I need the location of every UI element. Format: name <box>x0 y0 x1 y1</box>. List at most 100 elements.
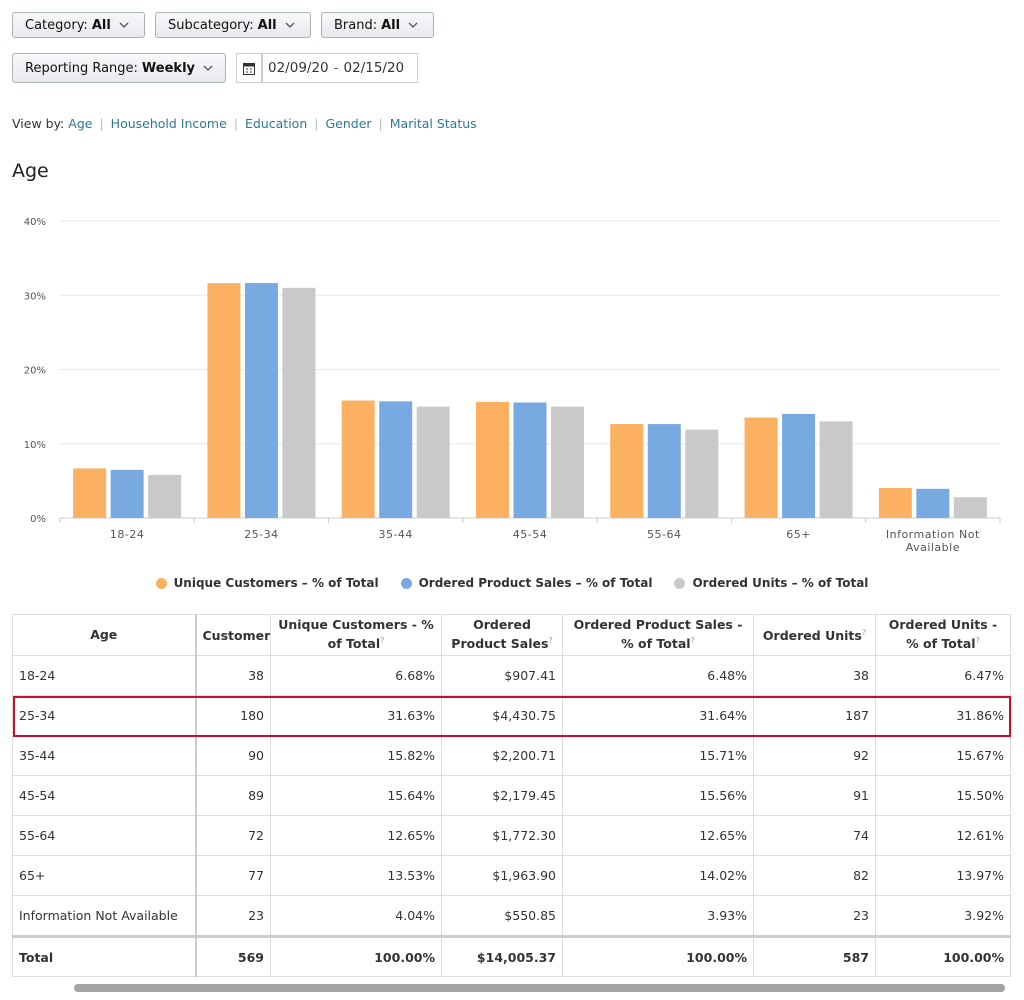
table-cell: 23 <box>753 895 876 937</box>
column-header: Ordered Units? <box>753 614 876 656</box>
total-cell: Total <box>12 935 197 977</box>
x-tick-label: 25-34 <box>244 528 279 541</box>
table-row: 35-44 90 15.82% $2,200.71 15.71% 92 15.67% <box>12 735 1011 776</box>
total-cell: 100.00% <box>562 935 754 977</box>
chevron-line <box>285 22 295 28</box>
view-by-link[interactable]: Household Income <box>110 116 227 131</box>
table-cell: 187 <box>753 695 876 736</box>
legend-swatch <box>674 577 686 589</box>
table-cell: 72 <box>195 815 271 856</box>
table-cell: 15.56% <box>562 775 754 816</box>
table-cell: $907.41 <box>441 655 563 696</box>
view-by: View by: Age | Household Income | Education |… <box>12 116 477 131</box>
table-cell: 31.86% <box>875 695 1011 736</box>
table-cell: 77 <box>195 855 271 896</box>
filter-dropdown[interactable]: Category: All <box>12 12 145 38</box>
bar <box>282 287 316 518</box>
total-row: Total 569 100.00% $14,005.37 100.00% 587 100.0… <box>12 935 1011 977</box>
y-tick-label: 0% <box>30 514 46 525</box>
legend-label: Ordered Product Sales – % of Total <box>418 576 653 590</box>
legend-label: Unique Customers – % of Total <box>173 576 379 590</box>
date-start: 02/09/20 <box>268 60 329 76</box>
header-text: Customers <box>202 628 271 644</box>
total-cell: $14,005.37 <box>441 935 563 977</box>
table-cell: 6.47% <box>875 655 1011 696</box>
help-icon: ? <box>380 636 385 646</box>
column-header: Customers? <box>195 614 271 656</box>
table-cell: 15.64% <box>270 775 442 816</box>
y-tick-label: 30% <box>24 291 46 302</box>
filter-dropdown[interactable]: Subcategory: All <box>155 12 311 38</box>
total-cell: 569 <box>195 935 271 977</box>
table-cell: 6.48% <box>562 655 754 696</box>
x-tick-label: 65+ <box>786 528 811 541</box>
date-separator: - <box>333 60 339 76</box>
bar <box>513 402 547 518</box>
bar <box>744 417 778 518</box>
bar <box>819 421 853 518</box>
scrollbar[interactable] <box>74 984 1005 992</box>
header-text: Ordered Product Sales <box>451 617 549 652</box>
table-row: Information Not Available 23 4.04% $550.85 3… <box>12 895 1011 937</box>
table-cell: 12.65% <box>270 815 442 856</box>
bar <box>207 283 241 518</box>
table-row: 55-64 72 12.65% $1,772.30 12.65% 74 12.61% <box>12 815 1011 856</box>
chart: 0% 10% 20% 30% 40% <box>24 217 1001 525</box>
legend-swatch <box>155 577 167 589</box>
chevron <box>203 65 213 71</box>
table-cell: 14.02% <box>562 855 754 896</box>
bar <box>110 469 144 518</box>
header-text: Unique Customers - % of Total <box>278 617 434 652</box>
chevron <box>285 22 295 28</box>
table-cell: 92 <box>753 735 876 776</box>
table-cell: 12.61% <box>875 815 1011 856</box>
header-text: Age <box>90 627 118 642</box>
bar <box>148 474 182 518</box>
bar <box>610 424 644 518</box>
dropdown-label: Subcategory: <box>168 17 254 33</box>
table-row: 65+ 77 13.53% $1,963.90 14.02% 82 13.97% <box>12 855 1011 896</box>
table-cell: 12.65% <box>562 815 754 856</box>
y-tick-label: 40% <box>24 217 46 228</box>
column-header: Ordered Product Sales? <box>441 614 563 656</box>
bar <box>647 424 681 518</box>
reporting-range-dropdown[interactable]: Reporting Range: Weekly <box>12 53 227 83</box>
dropdown-value: All <box>257 17 277 33</box>
column-header: Ordered Product Sales - % of Total? <box>562 614 754 656</box>
table-cell: $4,430.75 <box>441 695 563 736</box>
table-cell: 3.93% <box>562 895 754 937</box>
separator: | <box>233 116 239 131</box>
separator: | <box>378 116 383 131</box>
table-cell: 90 <box>195 735 271 776</box>
view-by-link[interactable]: Gender <box>325 116 372 131</box>
dropdown-value: All <box>91 17 111 33</box>
table-cell: 13.97% <box>875 855 1011 896</box>
view-by-link[interactable]: Education <box>245 116 308 131</box>
calendar-button[interactable] <box>236 53 262 83</box>
table-cell: 13.53% <box>270 855 442 896</box>
table-cell: 45-54 <box>12 775 197 816</box>
bar <box>685 429 719 518</box>
chevron-line <box>408 22 418 28</box>
date-range[interactable]: 02/09/20 - 02/15/20 <box>262 53 418 83</box>
x-tick-label: 18-24 <box>109 528 145 541</box>
table-cell: $2,200.71 <box>441 735 563 776</box>
table-cell: 15.50% <box>875 775 1011 816</box>
view-by-label: View by: <box>12 116 65 131</box>
dropdown-value: All <box>381 17 401 33</box>
table-cell: 38 <box>753 655 876 696</box>
table-cell: 38 <box>195 655 271 696</box>
legend-swatch <box>400 577 412 589</box>
calendar-icon <box>243 62 255 75</box>
table-cell: 65+ <box>12 855 197 896</box>
table-cell: 6.68% <box>270 655 442 696</box>
view-by-link[interactable]: Marital Status <box>389 116 477 131</box>
total-cell: 100.00% <box>270 935 442 977</box>
view-by-link[interactable]: Age <box>68 116 93 131</box>
filter-dropdown[interactable]: Brand: All <box>321 12 434 38</box>
table-row: 25-34 180 31.63% $4,430.75 31.64% 187 31.86% <box>12 695 1011 736</box>
bar <box>341 400 375 518</box>
help-icon: ? <box>690 636 695 646</box>
